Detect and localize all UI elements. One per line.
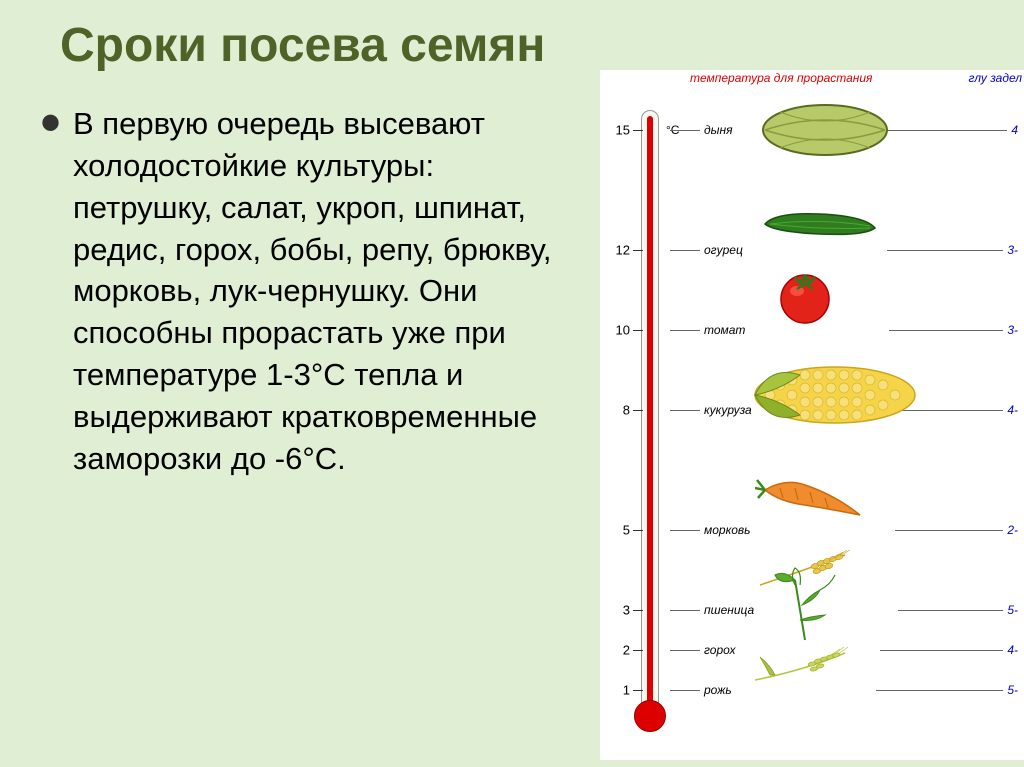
germination-diagram: температура для прорастания глу задел 15… bbox=[600, 70, 1024, 760]
crop-row: томат 3- bbox=[670, 323, 1022, 337]
crop-line bbox=[898, 610, 1003, 611]
crop-label: горох bbox=[700, 643, 740, 657]
crop-label: томат bbox=[700, 323, 749, 337]
corn-icon bbox=[750, 360, 920, 430]
depth-label: 5- bbox=[1003, 683, 1022, 697]
crop-line bbox=[876, 690, 1004, 691]
thermo-tick bbox=[633, 610, 643, 611]
melon-icon bbox=[760, 100, 890, 160]
crop-label: дыня bbox=[700, 123, 736, 137]
depth-label: 5- bbox=[1003, 603, 1022, 617]
crop-line bbox=[876, 130, 1007, 131]
crop-row: морковь 2- bbox=[670, 523, 1022, 537]
cucumber-icon bbox=[760, 210, 880, 238]
crop-line bbox=[889, 330, 1003, 331]
thermo-tick-label: 1 bbox=[610, 683, 630, 698]
crop-line bbox=[887, 250, 1004, 251]
depth-label: 4 bbox=[1007, 123, 1022, 137]
carrot-icon bbox=[755, 470, 865, 525]
thermo-tick-label: 15 bbox=[610, 123, 630, 138]
thermo-bulb bbox=[634, 700, 666, 732]
crop-row: огурец 3- bbox=[670, 243, 1022, 257]
body-text: В первую очередь высевают холодостойкие … bbox=[73, 103, 580, 480]
crop-label: пшеница bbox=[700, 603, 758, 617]
crop-label: огурец bbox=[700, 243, 747, 257]
crop-line bbox=[670, 530, 700, 531]
depth-label: 4- bbox=[1003, 403, 1022, 417]
crop-line bbox=[880, 650, 1004, 651]
thermo-tick-label: 12 bbox=[610, 243, 630, 258]
depth-header: глу задел bbox=[968, 72, 1022, 85]
thermo-tick-label: 5 bbox=[610, 523, 630, 538]
crop-line bbox=[670, 610, 700, 611]
rye-icon bbox=[750, 645, 850, 685]
bullet-marker: • bbox=[40, 93, 61, 153]
thermo-tick-label: 3 bbox=[610, 603, 630, 618]
depth-label: 2- bbox=[1003, 523, 1022, 537]
thermo-tick bbox=[633, 410, 643, 411]
tomato-icon bbox=[775, 265, 835, 325]
thermo-tick bbox=[633, 330, 643, 331]
temperature-header: температура для прорастания bbox=[690, 72, 872, 85]
crop-line bbox=[670, 650, 700, 651]
thermo-tick bbox=[633, 130, 643, 131]
crop-row: рожь 5- bbox=[670, 683, 1022, 697]
thermo-tick bbox=[633, 650, 643, 651]
bullet-block: • В первую очередь высевают холодостойки… bbox=[0, 83, 580, 760]
thermo-fluid bbox=[647, 116, 653, 710]
crop-label: морковь bbox=[700, 523, 755, 537]
thermo-tick bbox=[633, 530, 643, 531]
thermo-tick bbox=[633, 690, 643, 691]
thermo-tick-label: 2 bbox=[610, 643, 630, 658]
crop-line bbox=[670, 410, 700, 411]
crop-line bbox=[670, 690, 700, 691]
crop-line bbox=[670, 330, 700, 331]
depth-label: 3- bbox=[1003, 323, 1022, 337]
crop-line bbox=[670, 250, 700, 251]
pea-icon bbox=[760, 560, 850, 645]
depth-label: 4- bbox=[1003, 643, 1022, 657]
crop-label: кукуруза bbox=[700, 403, 756, 417]
crop-label: рожь bbox=[700, 683, 736, 697]
thermo-tick bbox=[633, 250, 643, 251]
thermo-tick-label: 8 bbox=[610, 403, 630, 418]
depth-label: 3- bbox=[1003, 243, 1022, 257]
crop-line bbox=[670, 130, 700, 131]
thermo-tick-label: 10 bbox=[610, 323, 630, 338]
crop-line bbox=[895, 530, 1004, 531]
thermometer: 15121085321 °С bbox=[630, 110, 670, 740]
